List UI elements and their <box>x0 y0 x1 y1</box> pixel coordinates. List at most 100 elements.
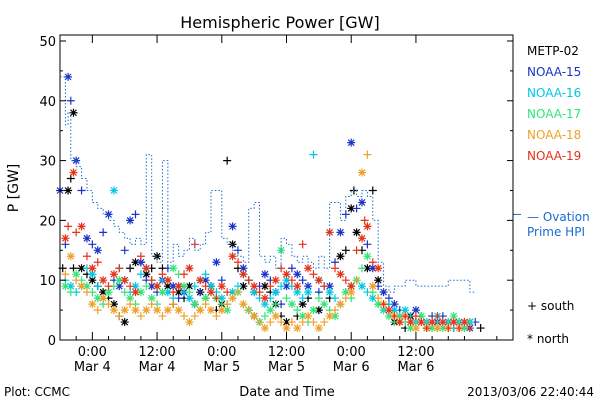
south-point <box>331 264 340 273</box>
x-axis-label: Date and Time <box>239 385 335 400</box>
legend-noaa-16: NOAA-16 <box>527 86 581 100</box>
north-point <box>417 312 426 321</box>
south-point <box>444 324 453 333</box>
north-point <box>325 312 334 321</box>
north-point <box>428 324 437 333</box>
south-point <box>201 300 210 309</box>
north-point <box>64 186 73 195</box>
south-point <box>266 318 275 327</box>
north-point <box>131 288 140 297</box>
north-point <box>331 312 340 321</box>
north-point <box>153 282 162 291</box>
north-point <box>142 306 151 315</box>
north-point <box>77 282 86 291</box>
south-point <box>72 228 81 237</box>
north-point <box>293 324 302 333</box>
south-point <box>169 300 178 309</box>
north-point <box>271 288 280 297</box>
south-point <box>320 318 329 327</box>
y-axis-label: P [GW] <box>6 164 22 213</box>
y-tick-label: 10 <box>39 274 56 289</box>
south-point <box>244 276 253 285</box>
south-point <box>260 312 269 321</box>
north-point <box>347 138 356 147</box>
north-point <box>131 306 140 315</box>
north-point <box>109 300 118 309</box>
north-point <box>428 318 437 327</box>
north-point <box>72 270 81 279</box>
north-point <box>336 228 345 237</box>
north-point <box>88 276 97 285</box>
north-point <box>304 312 313 321</box>
north-point <box>99 288 108 297</box>
south-point <box>433 312 442 321</box>
north-point <box>293 288 302 297</box>
north-point <box>228 288 237 297</box>
north-point <box>374 300 383 309</box>
north-point <box>390 306 399 315</box>
x-tick-time: 0:00 <box>78 345 107 360</box>
south-point <box>363 150 372 159</box>
south-point <box>223 300 232 309</box>
ovation-hpi-line <box>60 76 476 293</box>
south-point <box>104 300 113 309</box>
north-point <box>158 288 167 297</box>
north-point <box>374 276 383 285</box>
plot-timestamp: 2013/03/06 22:40:44 <box>467 385 594 399</box>
south-point <box>212 312 221 321</box>
north-point <box>347 288 356 297</box>
north-point <box>271 312 280 321</box>
south-point <box>66 96 75 105</box>
north-point <box>298 300 307 309</box>
series-noaa-15 <box>56 72 480 333</box>
north-point <box>180 282 189 291</box>
south-point <box>93 306 102 315</box>
north-point <box>287 300 296 309</box>
south-point <box>455 324 464 333</box>
north-point <box>271 276 280 285</box>
legend-noaa-15: NOAA-15 <box>527 65 581 79</box>
legend-metp-02: METP-02 <box>527 44 579 58</box>
north-point <box>142 264 151 273</box>
north-point <box>358 198 366 207</box>
south-point <box>401 312 410 321</box>
south-point <box>293 306 302 315</box>
north-point <box>260 294 269 303</box>
south-point <box>314 294 323 303</box>
north-point <box>99 294 108 303</box>
north-point <box>190 300 199 309</box>
north-point <box>174 306 183 315</box>
south-point <box>352 276 361 285</box>
south-point <box>126 282 135 291</box>
north-point <box>374 264 383 273</box>
north-point <box>239 270 248 279</box>
north-point <box>363 264 372 273</box>
south-point <box>82 252 91 261</box>
south-point <box>82 288 91 297</box>
north-point <box>384 306 393 315</box>
series-noaa-16 <box>61 150 474 333</box>
north-point <box>82 234 91 243</box>
south-point <box>69 264 78 273</box>
south-point <box>190 282 199 291</box>
y-tick-label: 40 <box>39 95 56 110</box>
south-point <box>136 312 145 321</box>
south-point <box>66 288 75 297</box>
north-point <box>109 186 118 195</box>
north-point <box>120 318 129 327</box>
north-point <box>390 300 399 309</box>
north-point <box>314 306 323 315</box>
south-point <box>93 258 102 267</box>
south-point <box>64 222 73 231</box>
south-point <box>298 294 307 303</box>
south-point <box>358 264 366 273</box>
south-point <box>298 240 307 249</box>
south-point <box>223 288 232 297</box>
ovation-legend-line2: Prime HPI <box>527 225 585 239</box>
north-point <box>336 300 345 309</box>
north-point <box>363 252 372 261</box>
x-tick-date: Mar 5 <box>203 360 240 375</box>
north-point <box>207 282 215 291</box>
north-point <box>325 288 334 297</box>
north-point <box>147 282 156 291</box>
